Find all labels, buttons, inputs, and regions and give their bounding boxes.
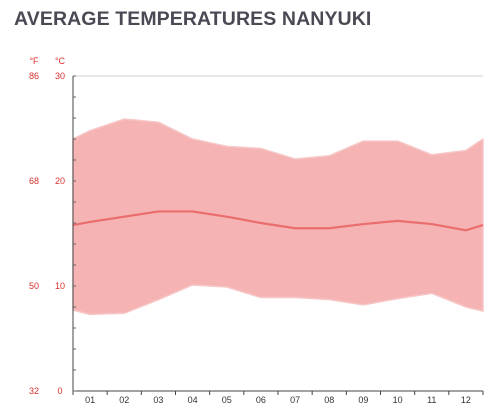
fahrenheit-tick-label: 68 xyxy=(29,176,39,186)
month-tick-label: 06 xyxy=(256,395,266,405)
month-tick-label: 11 xyxy=(427,395,436,405)
month-tick-label: 05 xyxy=(222,395,232,405)
month-tick-label: 04 xyxy=(188,395,198,405)
temperature-range-band xyxy=(72,118,484,316)
celsius-tick-label: 20 xyxy=(55,176,65,186)
month-tick-label: 08 xyxy=(324,395,334,405)
month-tick-label: 12 xyxy=(461,395,471,405)
celsius-tick-label: 0 xyxy=(57,386,62,396)
month-tick-label: 09 xyxy=(358,395,368,405)
month-tick-label: 01 xyxy=(85,395,95,405)
celsius-unit-label: °C xyxy=(55,56,66,66)
month-tick-label: 02 xyxy=(119,395,129,405)
plot-area: 30 86 20 68 10 50 0 32 01 02 03 04 05 06 07 08 09 10 11 12 xyxy=(29,71,484,405)
celsius-tick-label: 30 xyxy=(55,71,65,81)
fahrenheit-tick-label: 32 xyxy=(29,386,39,396)
month-tick-label: 10 xyxy=(393,395,403,405)
celsius-tick-label: 10 xyxy=(55,281,65,291)
chart-title: AVERAGE TEMPERATURES NANYUKI xyxy=(14,8,372,30)
fahrenheit-tick-label: 86 xyxy=(29,71,39,81)
fahrenheit-unit-label: °F xyxy=(29,56,39,66)
fahrenheit-tick-label: 50 xyxy=(29,281,39,291)
month-tick-label: 07 xyxy=(290,395,300,405)
mean-temperature-line xyxy=(72,210,484,232)
month-tick-label: 03 xyxy=(153,395,163,405)
